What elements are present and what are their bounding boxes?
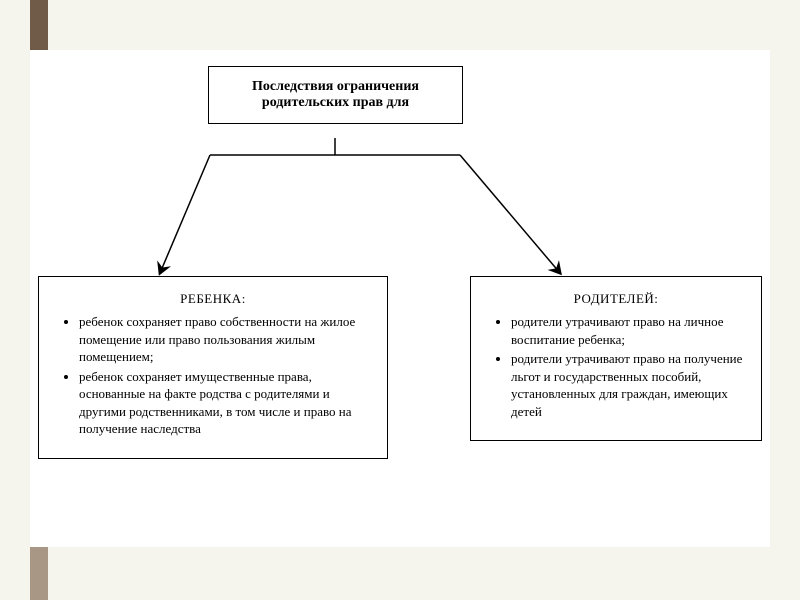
list-item: ребенок сохраняет имущественные права, о… (79, 368, 369, 438)
list-item: ребенок сохраняет право собственности на… (79, 313, 369, 366)
child-box-left-title: РЕБЕНКА: (57, 291, 369, 307)
root-box-line1: Последствия ограничения (219, 79, 452, 95)
root-box-line2: родительских прав для (219, 95, 452, 111)
child-box-left: РЕБЕНКА: ребенок сохраняет право собстве… (38, 276, 388, 459)
child-box-left-list: ребенок сохраняет право собственности на… (57, 313, 369, 438)
list-item: родители утрачивают право на получение л… (511, 350, 743, 420)
diagram-canvas: Последствия ограничения родительских пра… (30, 50, 770, 547)
child-box-right-list: родители утрачивают право на личное восп… (489, 313, 743, 420)
child-box-right-title: РОДИТЕЛЕЙ: (489, 291, 743, 307)
list-item: родители утрачивают право на личное восп… (511, 313, 743, 348)
root-box: Последствия ограничения родительских пра… (208, 66, 463, 124)
child-box-right: РОДИТЕЛЕЙ: родители утрачивают право на … (470, 276, 762, 441)
